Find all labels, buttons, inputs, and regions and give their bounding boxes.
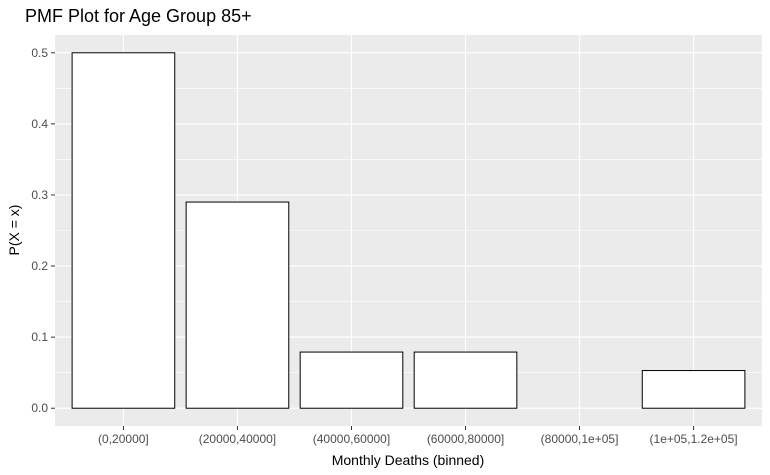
bar — [413, 351, 518, 409]
bar — [299, 351, 404, 409]
bars — [71, 52, 746, 409]
bar — [71, 52, 176, 409]
y-tick-label: 0.2 — [31, 259, 48, 273]
bar — [641, 370, 746, 409]
chart-title: PMF Plot for Age Group 85+ — [25, 6, 252, 26]
y-tick-label: 0.0 — [31, 401, 48, 415]
y-axis-label: P(X = x) — [6, 205, 22, 256]
y-tick-label: 0.5 — [31, 46, 48, 60]
x-tick-label: (80000,1e+05] — [541, 432, 619, 446]
x-axis-ticks: (0,20000] (20000,40000] (40000,60000] (6000… — [98, 426, 738, 446]
x-tick-label: (20000,40000] — [199, 432, 276, 446]
x-tick-label: (1e+05,1.2e+05] — [650, 432, 738, 446]
bar — [185, 201, 290, 409]
y-tick-label: 0.3 — [31, 188, 48, 202]
y-tick-label: 0.4 — [31, 117, 48, 131]
x-tick-label: (0,20000] — [98, 432, 149, 446]
x-tick-label: (40000,60000] — [313, 432, 390, 446]
x-tick-label: (60000,80000] — [427, 432, 504, 446]
y-tick-label: 0.1 — [31, 330, 48, 344]
x-axis-label: Monthly Deaths (binned) — [332, 452, 485, 468]
y-axis-ticks: 0.0 0.1 0.2 0.3 0.4 0.5 — [31, 46, 55, 415]
